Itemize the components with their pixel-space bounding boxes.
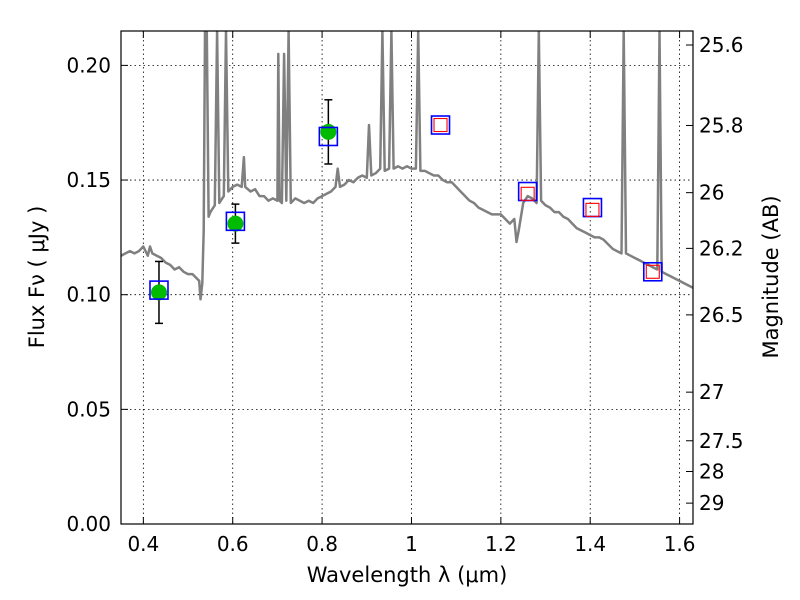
axis-ticks	[121, 31, 693, 525]
y-tick-label: 0.15	[66, 168, 111, 192]
model-photometry-blue-square	[642, 261, 663, 282]
model-photometry-blue-square	[430, 115, 451, 135]
model-photometry-red-square	[585, 202, 600, 217]
model-photometry-blue-square	[225, 211, 246, 232]
model-photometry-blue-squares	[149, 115, 663, 300]
magnitude-tick-label: 28	[699, 459, 724, 483]
y-tick-label: 0.20	[66, 53, 111, 77]
magnitude-tick-label: 27	[699, 380, 724, 404]
model-photometry-red-square	[645, 264, 660, 279]
x-tick-label: 0.6	[217, 532, 249, 556]
model-photometry-red-square	[520, 186, 535, 201]
observed-point	[227, 215, 244, 232]
magnitude-tick-label: 25.8	[699, 113, 744, 137]
model-spectrum-line	[121, 31, 693, 301]
y-tick-labels: 0.00 0.05 0.10 0.15 0.20	[66, 53, 111, 536]
observed-point	[150, 284, 167, 301]
magnitude-tick-label: 25.6	[699, 33, 744, 57]
x-tick-label: 1	[405, 532, 418, 556]
x-tick-label: 0.8	[306, 532, 338, 556]
model-photometry-red-square	[433, 117, 448, 133]
x-tick-label: 0.4	[127, 532, 159, 556]
magnitude-tick-label: 26	[699, 181, 724, 205]
x-tick-label: 1.2	[485, 532, 517, 556]
y-axis-label: Flux Fν ( μJy )	[25, 206, 49, 349]
x-tick-label: 1.4	[574, 532, 606, 556]
y-tick-label: 0.10	[66, 283, 111, 307]
magnitude-tick-labels: 25.6 25.8 26 26.2 26.5 27 27.5 28 29	[699, 33, 744, 515]
x-tick-labels: 0.4 0.6 0.8 1 1.2 1.4 1.6	[127, 532, 695, 556]
magnitude-tick-label: 26.2	[699, 236, 744, 260]
x-axis-label: Wavelength λ (μm)	[307, 563, 508, 587]
model-photometry-blue-square	[318, 126, 339, 147]
magnitude-tick-label: 29	[699, 491, 724, 515]
magnitude-tick-label: 26.5	[699, 303, 744, 327]
y-tick-label: 0.00	[66, 512, 111, 536]
plot-frame	[120, 30, 694, 525]
observed-point	[320, 123, 337, 140]
y-tick-label: 0.05	[66, 397, 111, 421]
model-photometry-red-squares	[433, 117, 660, 279]
magnitude-tick-label: 27.5	[699, 429, 744, 453]
model-photometry-blue-square	[149, 280, 169, 300]
x-tick-label: 1.6	[664, 532, 696, 556]
y2-axis-label: Magnitude (AB)	[759, 195, 783, 358]
